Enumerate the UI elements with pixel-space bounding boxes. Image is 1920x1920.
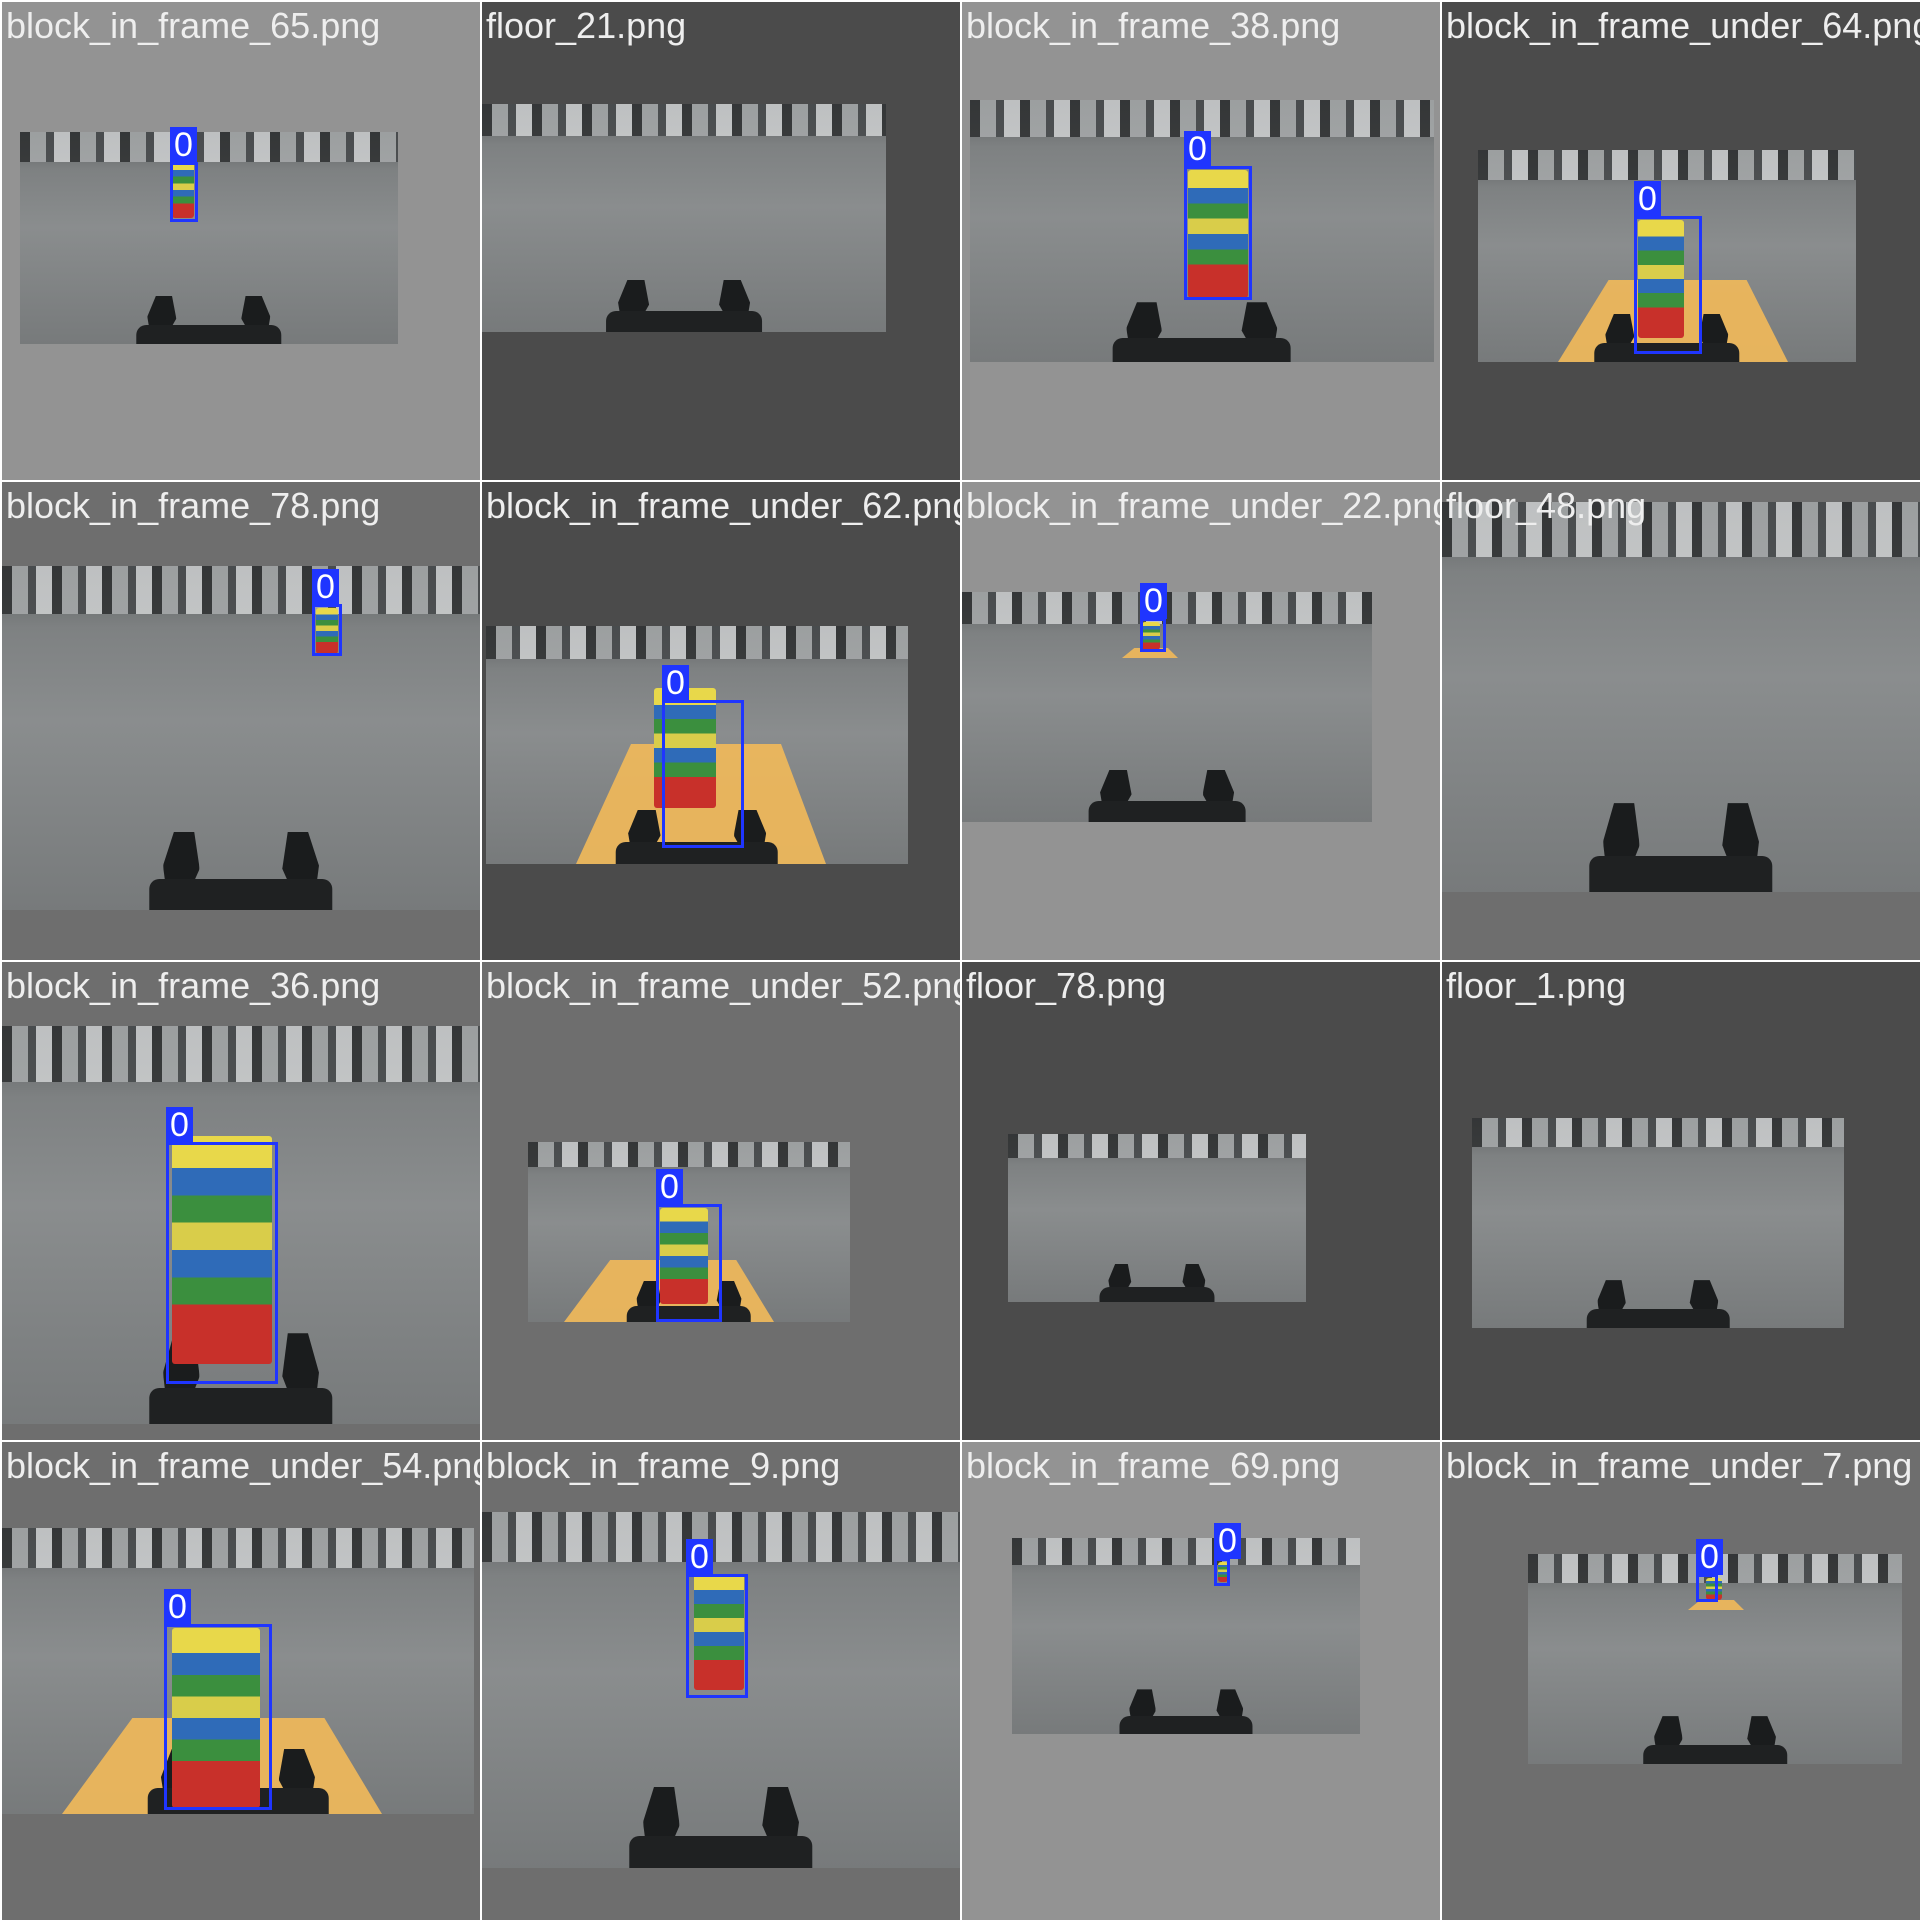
- tile-filename: block_in_frame_under_64.png: [1446, 8, 1920, 44]
- detection-box: 0: [164, 1624, 272, 1810]
- tile-filename: floor_78.png: [966, 968, 1166, 1004]
- tile-filename: floor_21.png: [486, 8, 686, 44]
- camera-frame: [20, 132, 398, 344]
- tile-filename: block_in_frame_9.png: [486, 1448, 840, 1484]
- tile-filename: floor_48.png: [1446, 488, 1646, 524]
- grid-tile: floor_48.png: [1442, 482, 1920, 960]
- camera-frame: [2, 566, 480, 910]
- robot-gripper: [1091, 299, 1314, 362]
- detection-box: 0: [170, 162, 198, 222]
- tile-filename: block_in_frame_under_22.png: [966, 488, 1440, 524]
- grid-tile: block_in_frame_under_64.png 0: [1442, 2, 1920, 480]
- grid-tile: floor_1.png: [1442, 962, 1920, 1440]
- tile-filename: block_in_frame_under_52.png: [486, 968, 960, 1004]
- robot-gripper: [1566, 798, 1795, 892]
- grid-tile: block_in_frame_under_52.png 0: [482, 962, 960, 1440]
- robot-gripper: [1102, 1687, 1269, 1734]
- class-label: 0: [656, 1169, 683, 1205]
- robot-gripper: [606, 1783, 835, 1868]
- class-label: 0: [1634, 181, 1661, 217]
- camera-frame: [1012, 1538, 1360, 1734]
- robot-gripper: [1085, 1262, 1228, 1302]
- grid-tile: block_in_frame_9.png 0: [482, 1442, 960, 1920]
- detection-box: 0: [686, 1574, 748, 1698]
- camera-frame: [482, 104, 886, 332]
- grid-tile: block_in_frame_38.png 0: [962, 2, 1440, 480]
- detection-box: 0: [1140, 618, 1166, 652]
- grid-tile: block_in_frame_36.png 0: [2, 962, 480, 1440]
- grid-tile: block_in_frame_78.png 0: [2, 482, 480, 960]
- class-label: 0: [1140, 583, 1167, 619]
- tile-filename: block_in_frame_78.png: [6, 488, 380, 524]
- class-label: 0: [170, 127, 197, 163]
- detection-box: 0: [1634, 216, 1702, 354]
- grid-tile: block_in_frame_under_54.png 0: [2, 1442, 480, 1920]
- class-label: 0: [312, 569, 339, 605]
- class-label: 0: [1214, 1523, 1241, 1559]
- tile-filename: block_in_frame_65.png: [6, 8, 380, 44]
- grid-tile: block_in_frame_65.png 0: [2, 2, 480, 480]
- tile-filename: floor_1.png: [1446, 968, 1626, 1004]
- class-label: 0: [164, 1589, 191, 1625]
- detection-box: 0: [1214, 1558, 1230, 1586]
- robot-gripper: [1069, 767, 1266, 822]
- camera-frame: [962, 592, 1372, 822]
- grid-tile: floor_78.png: [962, 962, 1440, 1440]
- grid-tile: block_in_frame_under_7.png 0: [1442, 1442, 1920, 1920]
- detection-box: 0: [656, 1204, 722, 1322]
- class-label: 0: [1184, 131, 1211, 167]
- robot-gripper: [126, 827, 355, 910]
- class-label: 0: [662, 665, 689, 701]
- detection-box: 0: [1696, 1574, 1718, 1602]
- grid-tile: block_in_frame_under_62.png 0: [482, 482, 960, 960]
- robot-gripper: [1625, 1714, 1805, 1764]
- detection-box: 0: [662, 700, 744, 848]
- tile-filename: block_in_frame_36.png: [6, 968, 380, 1004]
- detection-box: 0: [1184, 166, 1252, 300]
- class-label: 0: [166, 1107, 193, 1143]
- grid-tile: block_in_frame_under_22.png 0: [962, 482, 1440, 960]
- robot-gripper: [1569, 1278, 1748, 1328]
- grid-tile: floor_21.png: [482, 2, 960, 480]
- tile-filename: block_in_frame_38.png: [966, 8, 1340, 44]
- class-label: 0: [686, 1539, 713, 1575]
- class-label: 0: [1696, 1539, 1723, 1575]
- robot-gripper: [587, 277, 781, 332]
- tile-filename: block_in_frame_under_7.png: [1446, 1448, 1912, 1484]
- camera-frame: [1442, 502, 1920, 892]
- tile-filename: block_in_frame_69.png: [966, 1448, 1340, 1484]
- tile-filename: block_in_frame_under_62.png: [486, 488, 960, 524]
- robot-gripper: [118, 293, 299, 344]
- grid-tile: block_in_frame_69.png 0: [962, 1442, 1440, 1920]
- camera-frame: [1008, 1134, 1306, 1302]
- camera-frame: [1472, 1118, 1844, 1328]
- detection-box: 0: [312, 604, 342, 656]
- tile-filename: block_in_frame_under_54.png: [6, 1448, 480, 1484]
- detection-box: 0: [166, 1142, 278, 1384]
